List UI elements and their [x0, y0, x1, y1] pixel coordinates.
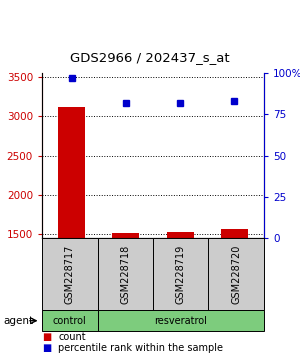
Bar: [112, 233, 140, 238]
Text: resveratrol: resveratrol: [154, 316, 207, 326]
Text: ■: ■: [42, 343, 51, 353]
Bar: [58, 107, 85, 238]
Text: control: control: [53, 316, 87, 326]
Text: agent: agent: [3, 316, 33, 326]
Text: GSM228717: GSM228717: [65, 245, 75, 304]
Text: GDS2966 / 202437_s_at: GDS2966 / 202437_s_at: [70, 51, 230, 64]
Text: GSM228718: GSM228718: [120, 245, 130, 304]
Text: GSM228720: GSM228720: [231, 245, 241, 304]
Text: ■: ■: [42, 332, 51, 342]
Text: percentile rank within the sample: percentile rank within the sample: [58, 343, 224, 353]
Text: count: count: [58, 332, 86, 342]
Bar: [167, 232, 194, 238]
Text: GSM228719: GSM228719: [176, 245, 186, 304]
Bar: [221, 229, 248, 238]
